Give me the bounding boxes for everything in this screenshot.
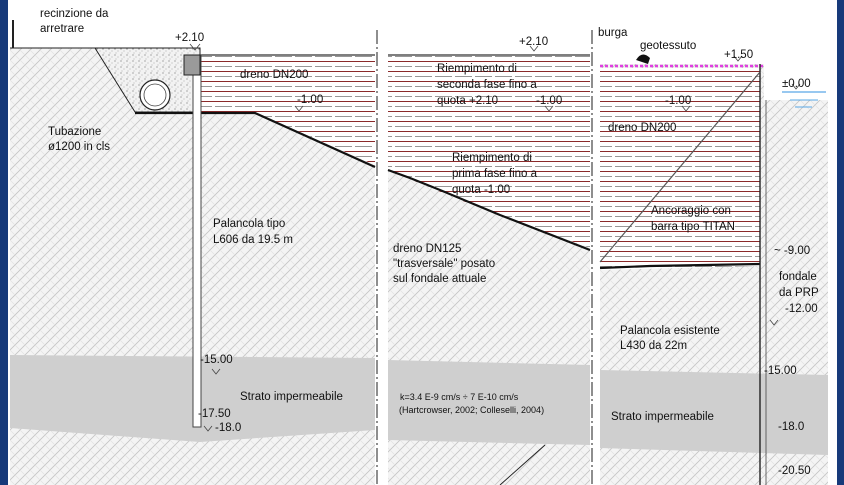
- label-dreno125-1: dreno DN125: [393, 243, 461, 255]
- label-tubazione-1: Tubazione: [48, 126, 101, 138]
- label-palancola-es-1: Palancola esistente: [620, 325, 720, 337]
- label-fondale-2: da PRP: [779, 287, 819, 299]
- elev-m1750: -17.50: [198, 408, 231, 420]
- elev-right-m1500: -15.00: [764, 365, 797, 377]
- pipe-icon: [139, 79, 171, 111]
- elev-left-top: +2.10: [175, 32, 204, 44]
- label-riemp2-1: Riempimento di: [437, 63, 517, 75]
- elev-right-m100: -1.00: [665, 95, 691, 107]
- label-geotessuto: geotessuto: [640, 40, 696, 52]
- label-riemp1-3: quota -1.00: [452, 184, 510, 196]
- label-riemp2-2: seconda fase fino a: [437, 79, 537, 91]
- elev-m1200: -12.00: [785, 303, 818, 315]
- label-tubazione-2: ø1200 in cls: [48, 141, 110, 153]
- elev-000: ±0.00: [782, 78, 811, 90]
- label-strato-right: Strato impermeabile: [611, 411, 714, 423]
- label-recinzione-1: recinzione da: [40, 8, 109, 20]
- anchor-bar: [599, 71, 761, 263]
- middle-section: [387, 45, 591, 485]
- label-riemp1-2: prima fase fino a: [452, 168, 538, 180]
- right-section: [599, 54, 828, 485]
- label-palancola-1: Palancola tipo: [213, 218, 285, 230]
- label-permeability: k=3.4 E-9 cm/s ÷ 7 E-10 cm/s: [400, 392, 519, 402]
- label-permeability-source: (Hartcrowser, 2002; Colleselli, 2004): [399, 405, 544, 415]
- label-dreno-dn200-right: dreno DN200: [608, 122, 676, 134]
- burga-icon: [636, 54, 650, 64]
- elev-m2050: -20.50: [778, 465, 811, 477]
- elev-left-m180: -18.0: [215, 422, 241, 434]
- elev-mid-top: +2.10: [519, 36, 548, 48]
- sheet-pile-left: [192, 54, 202, 428]
- label-recinzione-2: arretrare: [40, 23, 84, 35]
- label-strato-left: Strato impermeabile: [240, 391, 343, 403]
- label-palancola-es-2: L430 da 22m: [620, 340, 687, 352]
- label-riemp2-3: quota +2.10: [437, 95, 498, 107]
- label-riemp1-1: Riempimento di: [452, 152, 532, 164]
- label-dreno125-3: sul fondale attuale: [393, 273, 486, 285]
- label-fondale-1: fondale: [779, 271, 817, 283]
- elev-left-m1500: -15.00: [200, 354, 233, 366]
- elev-left-m100: -1.00: [297, 94, 323, 106]
- label-dreno-dn200-left: dreno DN200: [240, 69, 308, 81]
- elev-p150: +1.50: [724, 49, 753, 61]
- elev-right-m180: -18.0: [778, 421, 804, 433]
- elev-m900: ~ -9.00: [774, 245, 810, 257]
- label-burga: burga: [598, 27, 628, 39]
- label-palancola-2: L606 da 19.5 m: [213, 234, 293, 246]
- left-section: [10, 20, 376, 485]
- label-ancoraggio-1: Ancoraggio con: [651, 205, 731, 217]
- elev-mid-m100: -1.00: [536, 95, 562, 107]
- label-ancoraggio-2: barra tipo TITAN: [651, 221, 735, 233]
- label-dreno125-2: "trasversale" posato: [393, 258, 495, 270]
